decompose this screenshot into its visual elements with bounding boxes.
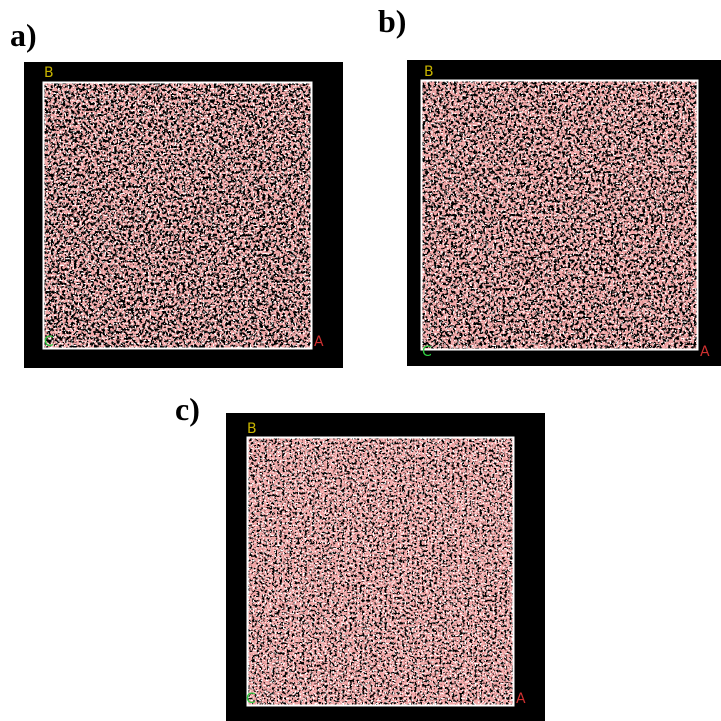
particles [44, 83, 311, 348]
axis-label: A [516, 691, 526, 707]
axis-label: C [44, 334, 54, 350]
panel-label: c) [175, 391, 200, 427]
axis-label: B [247, 421, 257, 437]
panel-label: b) [378, 3, 406, 39]
panel-label: a) [10, 17, 37, 53]
axis-label: A [700, 344, 710, 360]
particles [422, 81, 697, 349]
axis-label: A [314, 334, 324, 350]
panel-a: a) B C A [10, 17, 343, 368]
axis-label: C [422, 344, 432, 360]
axis-label: B [44, 65, 54, 81]
axis-label: B [424, 64, 434, 80]
figure: a) B C A b) B C A c) B C A [0, 0, 721, 721]
axis-label: C [246, 691, 256, 707]
particles [248, 438, 513, 705]
panel-b: b) B C A [378, 3, 721, 366]
panel-c: c) B C A [175, 391, 545, 721]
